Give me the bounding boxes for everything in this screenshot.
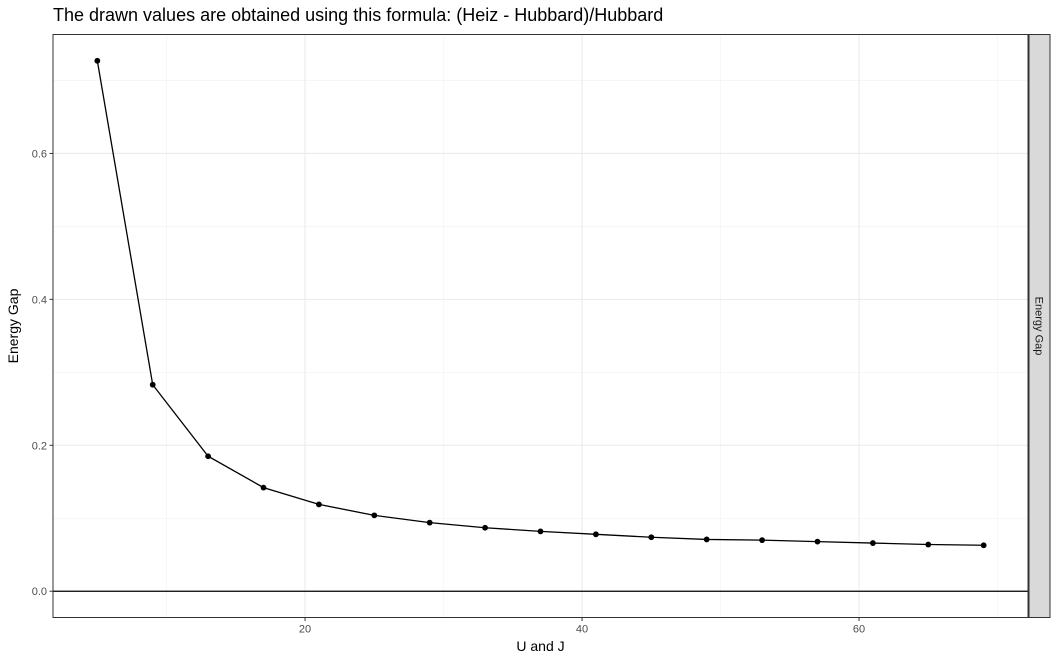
data-point <box>371 512 378 519</box>
data-series <box>94 57 987 549</box>
data-point <box>260 484 267 491</box>
data-point <box>648 534 655 541</box>
data-point <box>482 524 489 531</box>
y-axis-ticks: 0.0 0.2 0.4 0.6 <box>32 148 53 598</box>
y-tick-label: 0.0 <box>32 586 47 598</box>
data-point <box>592 531 599 538</box>
data-point <box>869 540 876 546</box>
x-axis-ticks: 20 40 60 <box>299 617 865 636</box>
plot-panel-background <box>53 34 1028 618</box>
x-tick-label: 40 <box>576 624 588 636</box>
facet-strip <box>1028 34 1051 618</box>
data-point <box>149 381 156 388</box>
y-tick-label: 0.4 <box>32 294 47 306</box>
data-point <box>205 453 212 460</box>
data-point <box>759 537 765 544</box>
data-point <box>537 528 544 535</box>
x-axis-title: U and J <box>516 638 564 654</box>
data-point <box>814 538 821 545</box>
y-axis-title: Energy Gap <box>5 288 21 363</box>
minor-gridlines <box>53 34 1028 618</box>
y-tick-label: 0.6 <box>32 148 47 160</box>
facet-strip-label: Energy Gap <box>1033 297 1045 356</box>
y-tick-label: 0.2 <box>32 440 47 452</box>
chart-title: The drawn values are obtained using this… <box>53 5 663 25</box>
x-tick-label: 20 <box>299 624 311 636</box>
x-tick-label: 60 <box>853 624 865 636</box>
data-point <box>703 536 710 543</box>
plot-panel-border <box>52 34 1029 618</box>
data-point <box>426 519 433 526</box>
data-point <box>94 57 101 64</box>
data-point <box>980 542 987 549</box>
data-point <box>316 501 322 508</box>
data-point <box>925 541 932 548</box>
